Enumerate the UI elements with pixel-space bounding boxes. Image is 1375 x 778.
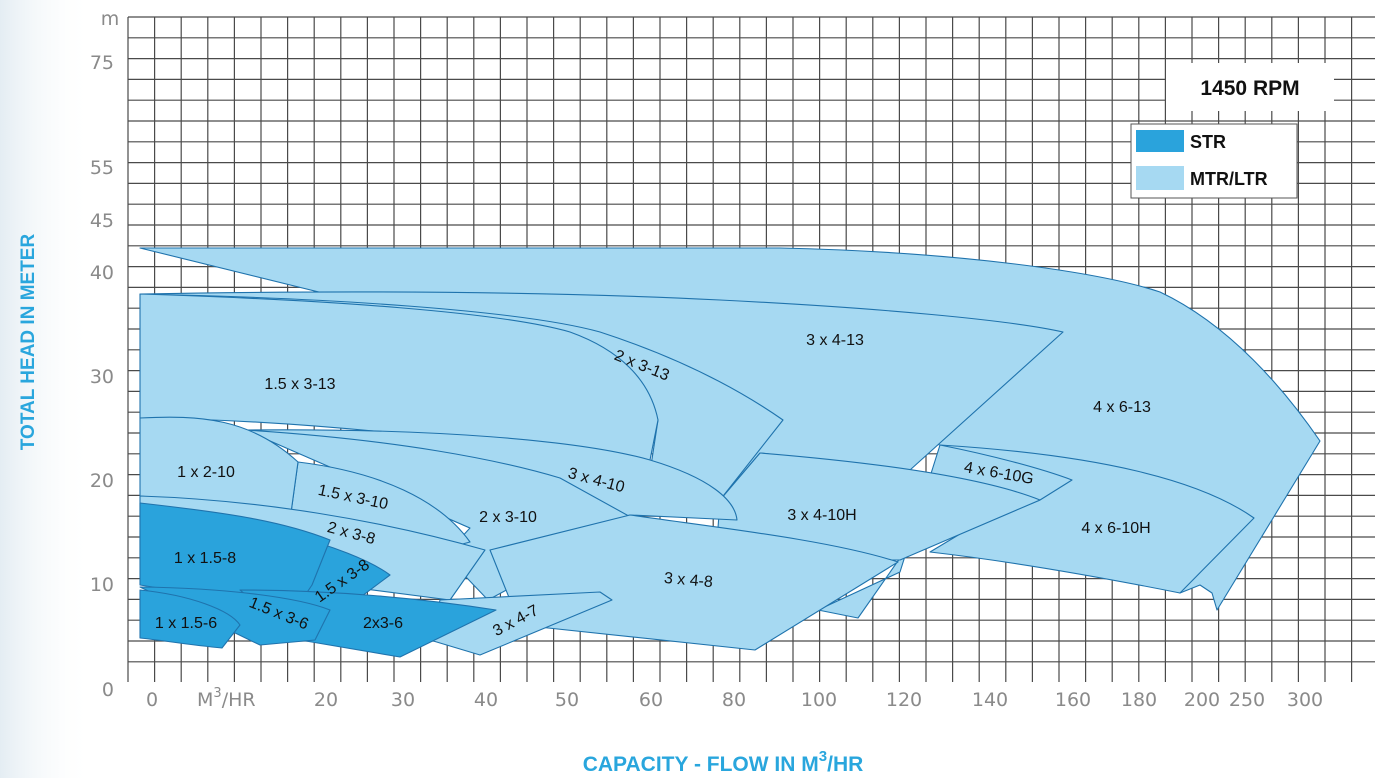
zone-1-x-1-5-6 [139, 589, 241, 649]
y-tick-label: 45 [90, 210, 114, 232]
y-tick-label: 75 [90, 52, 114, 74]
legend-swatch-str [1136, 130, 1184, 152]
y-tick-label: 0 [102, 679, 114, 701]
rpm-label: 1450 RPM [1200, 77, 1299, 100]
x-tick-label: 160 [1055, 689, 1091, 711]
y-axis-ticks: 0 10 20 30 40 45 55 75 [90, 52, 114, 701]
zone-1-5-x-3-13 [139, 293, 659, 471]
x-tick-label: 250 [1229, 689, 1265, 711]
x-tick-label: 180 [1121, 689, 1157, 711]
zone-label-2-x-3-10: 2 x 3-10 [479, 509, 537, 526]
zone-label-1-x-1-5-8: 1 x 1.5-8 [174, 550, 236, 567]
x-tick-label: 50 [555, 689, 579, 711]
zone-label-3-x-4-13: 3 x 4-13 [806, 332, 864, 349]
y-tick-label: 40 [90, 262, 114, 284]
pump-zone-labels: 4 x 6-133 x 4-132 x 3-131.5 x 3-134 x 6-… [155, 332, 1151, 640]
x-unit-label-sup: 3 [213, 686, 221, 701]
x-unit-label: M3/HR [197, 686, 256, 711]
zone-label-3-x-4-8: 3 x 4-8 [663, 570, 713, 591]
zone-label-1-x-1-5-6: 1 x 1.5-6 [155, 615, 217, 632]
y-tick-label: 10 [90, 574, 114, 596]
x-tick-label: 200 [1184, 689, 1220, 711]
zone-1-x-1-5-8 [139, 502, 331, 611]
rpm-box: 1450 RPM [1166, 63, 1334, 111]
zone-label-3-x-4-10h: 3 x 4-10H [787, 507, 856, 524]
x-tick-label: 30 [391, 689, 415, 711]
pump-zones [139, 247, 1321, 658]
x-tick-label: 100 [801, 689, 837, 711]
legend: STR MTR/LTR [1130, 123, 1298, 199]
zone-label-1-5-x-3-13: 1.5 x 3-13 [264, 376, 335, 393]
y-tick-label: 20 [90, 470, 114, 492]
y-tick-label: 55 [90, 157, 114, 179]
y-unit-label: m [101, 8, 120, 30]
x-tick-label: 60 [639, 689, 663, 711]
zone-label-1-x-2-10: 1 x 2-10 [177, 464, 235, 481]
x-axis-title-tail: /HR [827, 753, 863, 776]
x-axis-title: CAPACITY - FLOW IN M3/HR [583, 748, 864, 776]
x-unit-label-tail: /HR [222, 689, 256, 711]
zone-3-x-4-8 [489, 514, 899, 651]
legend-label-str: STR [1190, 132, 1226, 152]
x-tick-label: 40 [474, 689, 498, 711]
y-tick-label: 30 [90, 366, 114, 388]
zone-label-4-x-6-13: 4 x 6-13 [1093, 399, 1151, 416]
x-axis-ticks: 0 20 30 40 50 60 80 100 120 140 160 180 200 250 300 [146, 689, 1323, 711]
x-tick-label: 80 [722, 689, 746, 711]
x-tick-label: 20 [314, 689, 338, 711]
x-axis-title-sup: 3 [819, 748, 827, 765]
legend-swatch-mtr-ltr [1136, 166, 1184, 190]
zone-label-4-x-6-10h: 4 x 6-10H [1081, 520, 1150, 537]
x-tick-label: 140 [972, 689, 1008, 711]
legend-label-mtr-ltr: MTR/LTR [1190, 169, 1268, 189]
x-tick-label: 0 [146, 689, 158, 711]
zone-label-2x3-6: 2x3-6 [363, 615, 403, 632]
x-tick-label: 300 [1287, 689, 1323, 711]
y-axis-title: TOTAL HEAD IN METER [18, 234, 39, 451]
x-tick-label: 120 [886, 689, 922, 711]
